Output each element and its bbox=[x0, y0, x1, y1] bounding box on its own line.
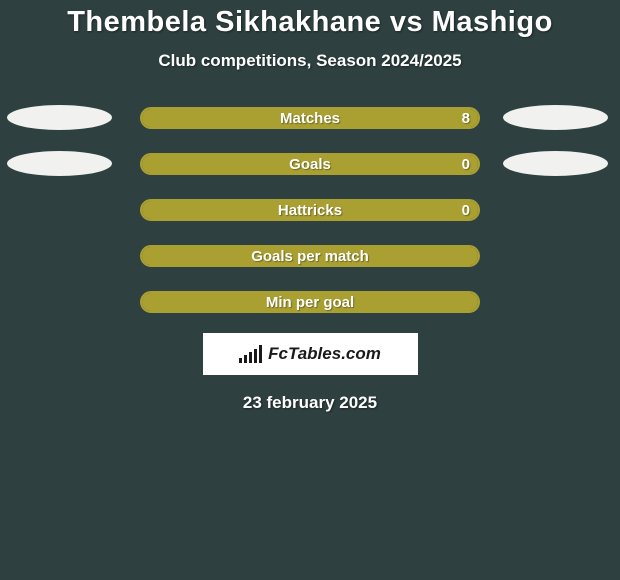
stat-value: 8 bbox=[462, 110, 470, 127]
stat-bar: Goals per match bbox=[140, 245, 480, 267]
stat-label: Goals per match bbox=[251, 248, 369, 265]
logo-text: FcTables.com bbox=[268, 344, 381, 364]
stat-label: Hattricks bbox=[278, 202, 342, 219]
stat-value: 0 bbox=[462, 202, 470, 219]
player-left-marker bbox=[7, 151, 112, 176]
logo-box[interactable]: FcTables.com bbox=[203, 333, 418, 375]
stats-comparison-card: Thembela Sikhakhane vs Mashigo Club comp… bbox=[0, 0, 620, 580]
stat-bar: Goals 0 bbox=[140, 153, 480, 175]
stat-rows: Matches 8 Goals 0 Hattricks 0 Goals per match M… bbox=[0, 107, 620, 313]
stat-bar: Hattricks 0 bbox=[140, 199, 480, 221]
stat-label: Matches bbox=[280, 110, 340, 127]
page-title: Thembela Sikhakhane vs Mashigo bbox=[0, 0, 620, 39]
date-label: 23 february 2025 bbox=[0, 393, 620, 413]
stat-row: Goals 0 bbox=[0, 153, 620, 175]
player-left-marker bbox=[7, 105, 112, 130]
subtitle: Club competitions, Season 2024/2025 bbox=[0, 51, 620, 71]
stat-bar: Matches 8 bbox=[140, 107, 480, 129]
stat-label: Min per goal bbox=[266, 294, 354, 311]
stat-bar: Min per goal bbox=[140, 291, 480, 313]
stat-value: 0 bbox=[462, 156, 470, 173]
player-right-marker bbox=[503, 151, 608, 176]
stat-row: Hattricks 0 bbox=[0, 199, 620, 221]
stat-row: Matches 8 bbox=[0, 107, 620, 129]
player-right-marker bbox=[503, 105, 608, 130]
stat-row: Min per goal bbox=[0, 291, 620, 313]
signal-icon bbox=[239, 345, 262, 363]
stat-row: Goals per match bbox=[0, 245, 620, 267]
stat-label: Goals bbox=[289, 156, 331, 173]
